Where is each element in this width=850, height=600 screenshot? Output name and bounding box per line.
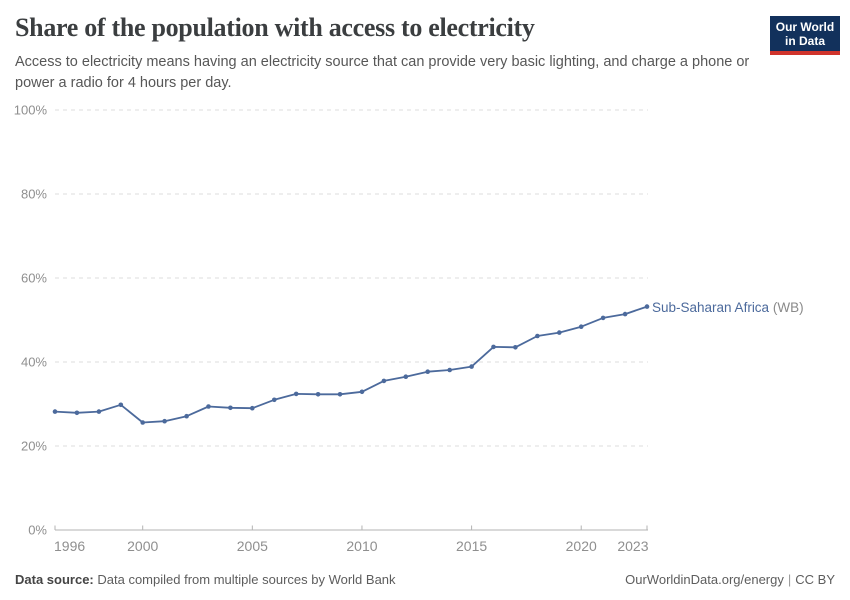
x-tick-label: 1996	[54, 538, 85, 554]
data-point[interactable]	[184, 413, 189, 419]
owid-logo-line1: Our World	[775, 20, 835, 34]
y-tick-label: 60%	[21, 271, 47, 286]
data-point[interactable]	[315, 392, 321, 397]
data-point[interactable]	[425, 369, 431, 375]
data-source-text: Data compiled from multiple sources by W…	[97, 572, 396, 587]
data-point[interactable]	[74, 410, 80, 416]
data-source-label: Data source:	[15, 572, 94, 587]
data-point[interactable]	[469, 364, 474, 369]
series-line	[54, 305, 648, 424]
data-point[interactable]	[118, 402, 124, 408]
y-tick-label: 80%	[21, 187, 47, 202]
data-point[interactable]	[162, 418, 167, 424]
owid-logo-line2: in Data	[784, 34, 825, 49]
data-point[interactable]	[293, 391, 299, 397]
page-title: Share of the population with access to e…	[15, 13, 535, 42]
y-tick-label: 20%	[21, 439, 47, 454]
data-point[interactable]	[535, 333, 540, 339]
data-point[interactable]	[447, 367, 453, 373]
footer-credits: OurWorldinData.org/energy | CC BY	[625, 572, 835, 587]
y-tick-label: 40%	[21, 355, 47, 370]
data-point[interactable]	[403, 374, 409, 380]
x-tick-label: 2023	[617, 538, 648, 554]
x-tick-label: 2005	[237, 538, 268, 554]
license-label: CC BY	[795, 572, 835, 587]
chart-footer: Data source: Data compiled from multiple…	[15, 572, 835, 587]
x-tick-label: 2015	[456, 538, 487, 554]
data-point[interactable]	[228, 405, 233, 411]
data-point[interactable]	[557, 330, 562, 335]
data-point[interactable]	[578, 324, 584, 330]
data-point[interactable]	[250, 405, 255, 411]
data-point[interactable]	[359, 389, 365, 395]
data-point[interactable]	[381, 378, 387, 384]
x-tick-label: 2000	[127, 538, 158, 554]
data-point[interactable]	[206, 404, 211, 409]
y-tick-label: 100%	[14, 103, 48, 118]
data-source-note: Data source: Data compiled from multiple…	[15, 572, 396, 587]
owid-url-link[interactable]: OurWorldinData.org/energy	[625, 572, 784, 587]
series-label[interactable]: Sub-Saharan Africa (WB)	[652, 300, 804, 315]
data-point[interactable]	[96, 409, 102, 414]
series-name: Sub-Saharan Africa	[652, 300, 770, 315]
chart-subtitle: Access to electricity means having an el…	[15, 54, 750, 92]
data-point[interactable]	[513, 345, 518, 350]
data-point[interactable]	[140, 420, 145, 425]
data-point[interactable]	[337, 392, 343, 397]
data-point[interactable]	[622, 311, 628, 317]
x-tick-label: 2020	[566, 538, 597, 554]
data-point[interactable]	[491, 344, 496, 350]
x-tick-label: 2010	[346, 538, 377, 554]
series-suffix: (WB)	[769, 300, 804, 315]
footer-divider: |	[787, 572, 792, 587]
data-point[interactable]	[644, 304, 650, 309]
y-tick-label: 0%	[28, 523, 47, 538]
data-point[interactable]	[52, 409, 58, 414]
data-point[interactable]	[600, 315, 606, 321]
owid-logo[interactable]: Our World in Data	[770, 16, 840, 56]
data-point[interactable]	[272, 397, 277, 403]
